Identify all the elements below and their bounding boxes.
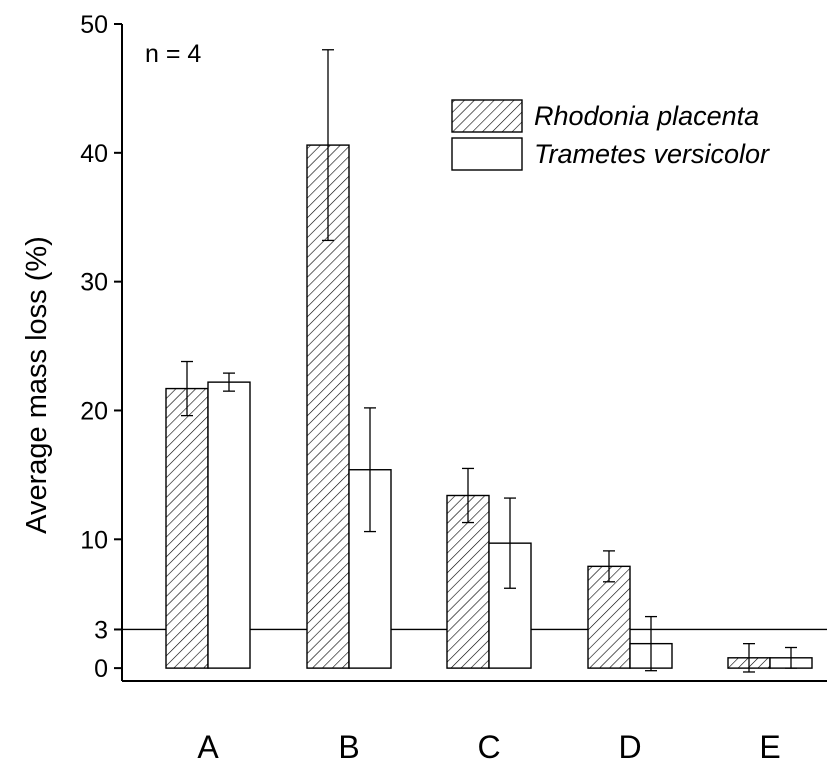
y-tick-label: 50 [80,11,108,39]
y-tick-label: 3 [94,616,108,644]
legend-swatch [451,99,523,133]
legend-label: Rhodonia placenta [534,101,759,131]
y-tick-label: 20 [80,397,108,425]
y-tick-label: 0 [94,655,108,683]
y-tick-label: 40 [80,140,108,168]
legend-label: Trametes versicolor [534,139,770,169]
legend-swatch [451,137,523,171]
plot-area: 0 3 10 20 30 40 50 A B C D E [80,11,827,760]
x-tick-label: A [197,729,219,760]
x-tick-label: B [338,729,359,760]
bar-trametes-A [207,381,251,669]
x-tick-label: C [477,729,500,760]
y-tick-label: 10 [80,526,108,554]
x-tick-label: E [759,729,780,760]
bar-rhodonia-A [165,387,209,669]
legend: Rhodonia placenta Trametes versicolor [451,99,770,171]
y-axis-label: Average mass loss (%) [21,236,53,534]
bar-rhodonia-D [587,565,631,669]
sample-size-annotation: n = 4 [145,40,201,68]
x-tick-label: D [618,729,641,760]
y-tick-label: 30 [80,269,108,297]
